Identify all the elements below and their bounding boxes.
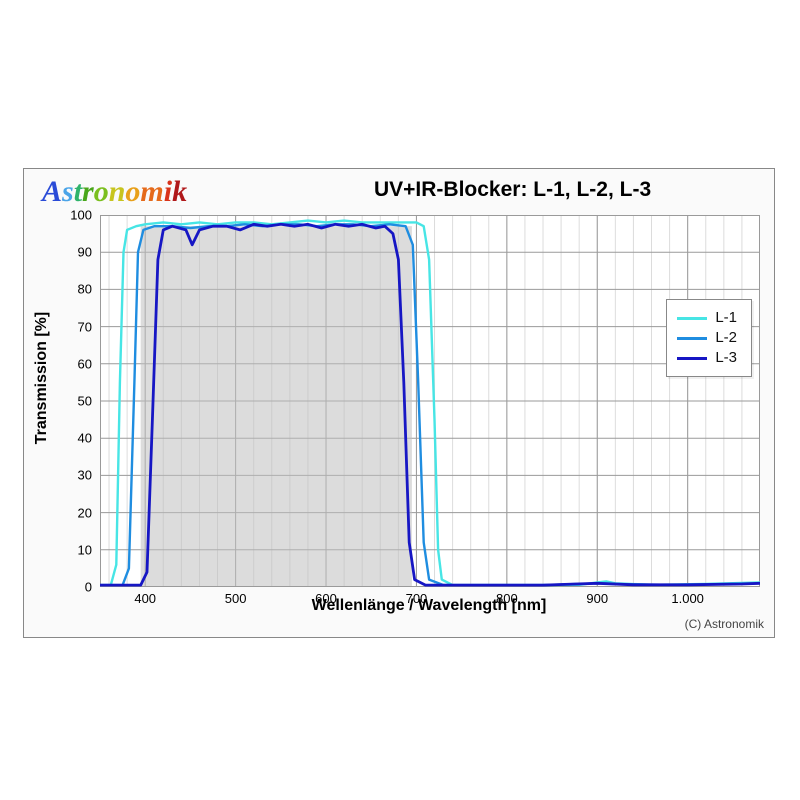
legend-item: L-3 [677,348,737,368]
legend-label: L-2 [715,328,737,348]
y-tick-label: 50 [58,394,92,409]
y-tick-label: 10 [58,542,92,557]
plot-svg [100,215,760,587]
legend-label: L-1 [715,308,737,328]
legend-label: L-3 [715,348,737,368]
y-tick-label: 90 [58,245,92,260]
brand-letter: s [62,175,74,208]
plot-area [100,215,760,587]
y-tick-label: 40 [58,431,92,446]
brand-letter: k [172,175,187,208]
legend-swatch [677,317,707,320]
brand-letter: r [82,175,94,208]
legend: L-1L-2L-3 [666,299,752,377]
brand-letter: i [164,175,172,208]
y-tick-label: 20 [58,505,92,520]
credit-text: (C) Astronomik [685,617,764,631]
y-tick-label: 70 [58,319,92,334]
y-axis-label: Transmission [%] [33,312,51,444]
brand-letter: m [140,175,163,208]
y-tick-label: 30 [58,468,92,483]
brand-letter: o [94,175,109,208]
y-tick-label: 100 [58,208,92,223]
y-tick-label: 80 [58,282,92,297]
legend-item: L-1 [677,308,737,328]
x-axis-title: Wellenlänge / Wavelength [nm] [100,597,758,615]
legend-swatch [677,357,707,360]
brand-letter: n [109,175,126,208]
chart-page: Astronomik UV+IR-Blocker: L-1, L-2, L-3 … [0,0,800,800]
brand-logo: Astronomik [42,175,187,209]
legend-swatch [677,337,707,340]
legend-item: L-2 [677,328,737,348]
y-tick-label: 0 [58,580,92,595]
y-axis-title: Transmission [%] [30,169,54,587]
brand-letter: o [125,175,140,208]
y-tick-label: 60 [58,356,92,371]
chart-panel: Astronomik UV+IR-Blocker: L-1, L-2, L-3 … [23,168,775,638]
chart-title: UV+IR-Blocker: L-1, L-2, L-3 [374,178,651,202]
brand-letter: t [74,175,82,208]
